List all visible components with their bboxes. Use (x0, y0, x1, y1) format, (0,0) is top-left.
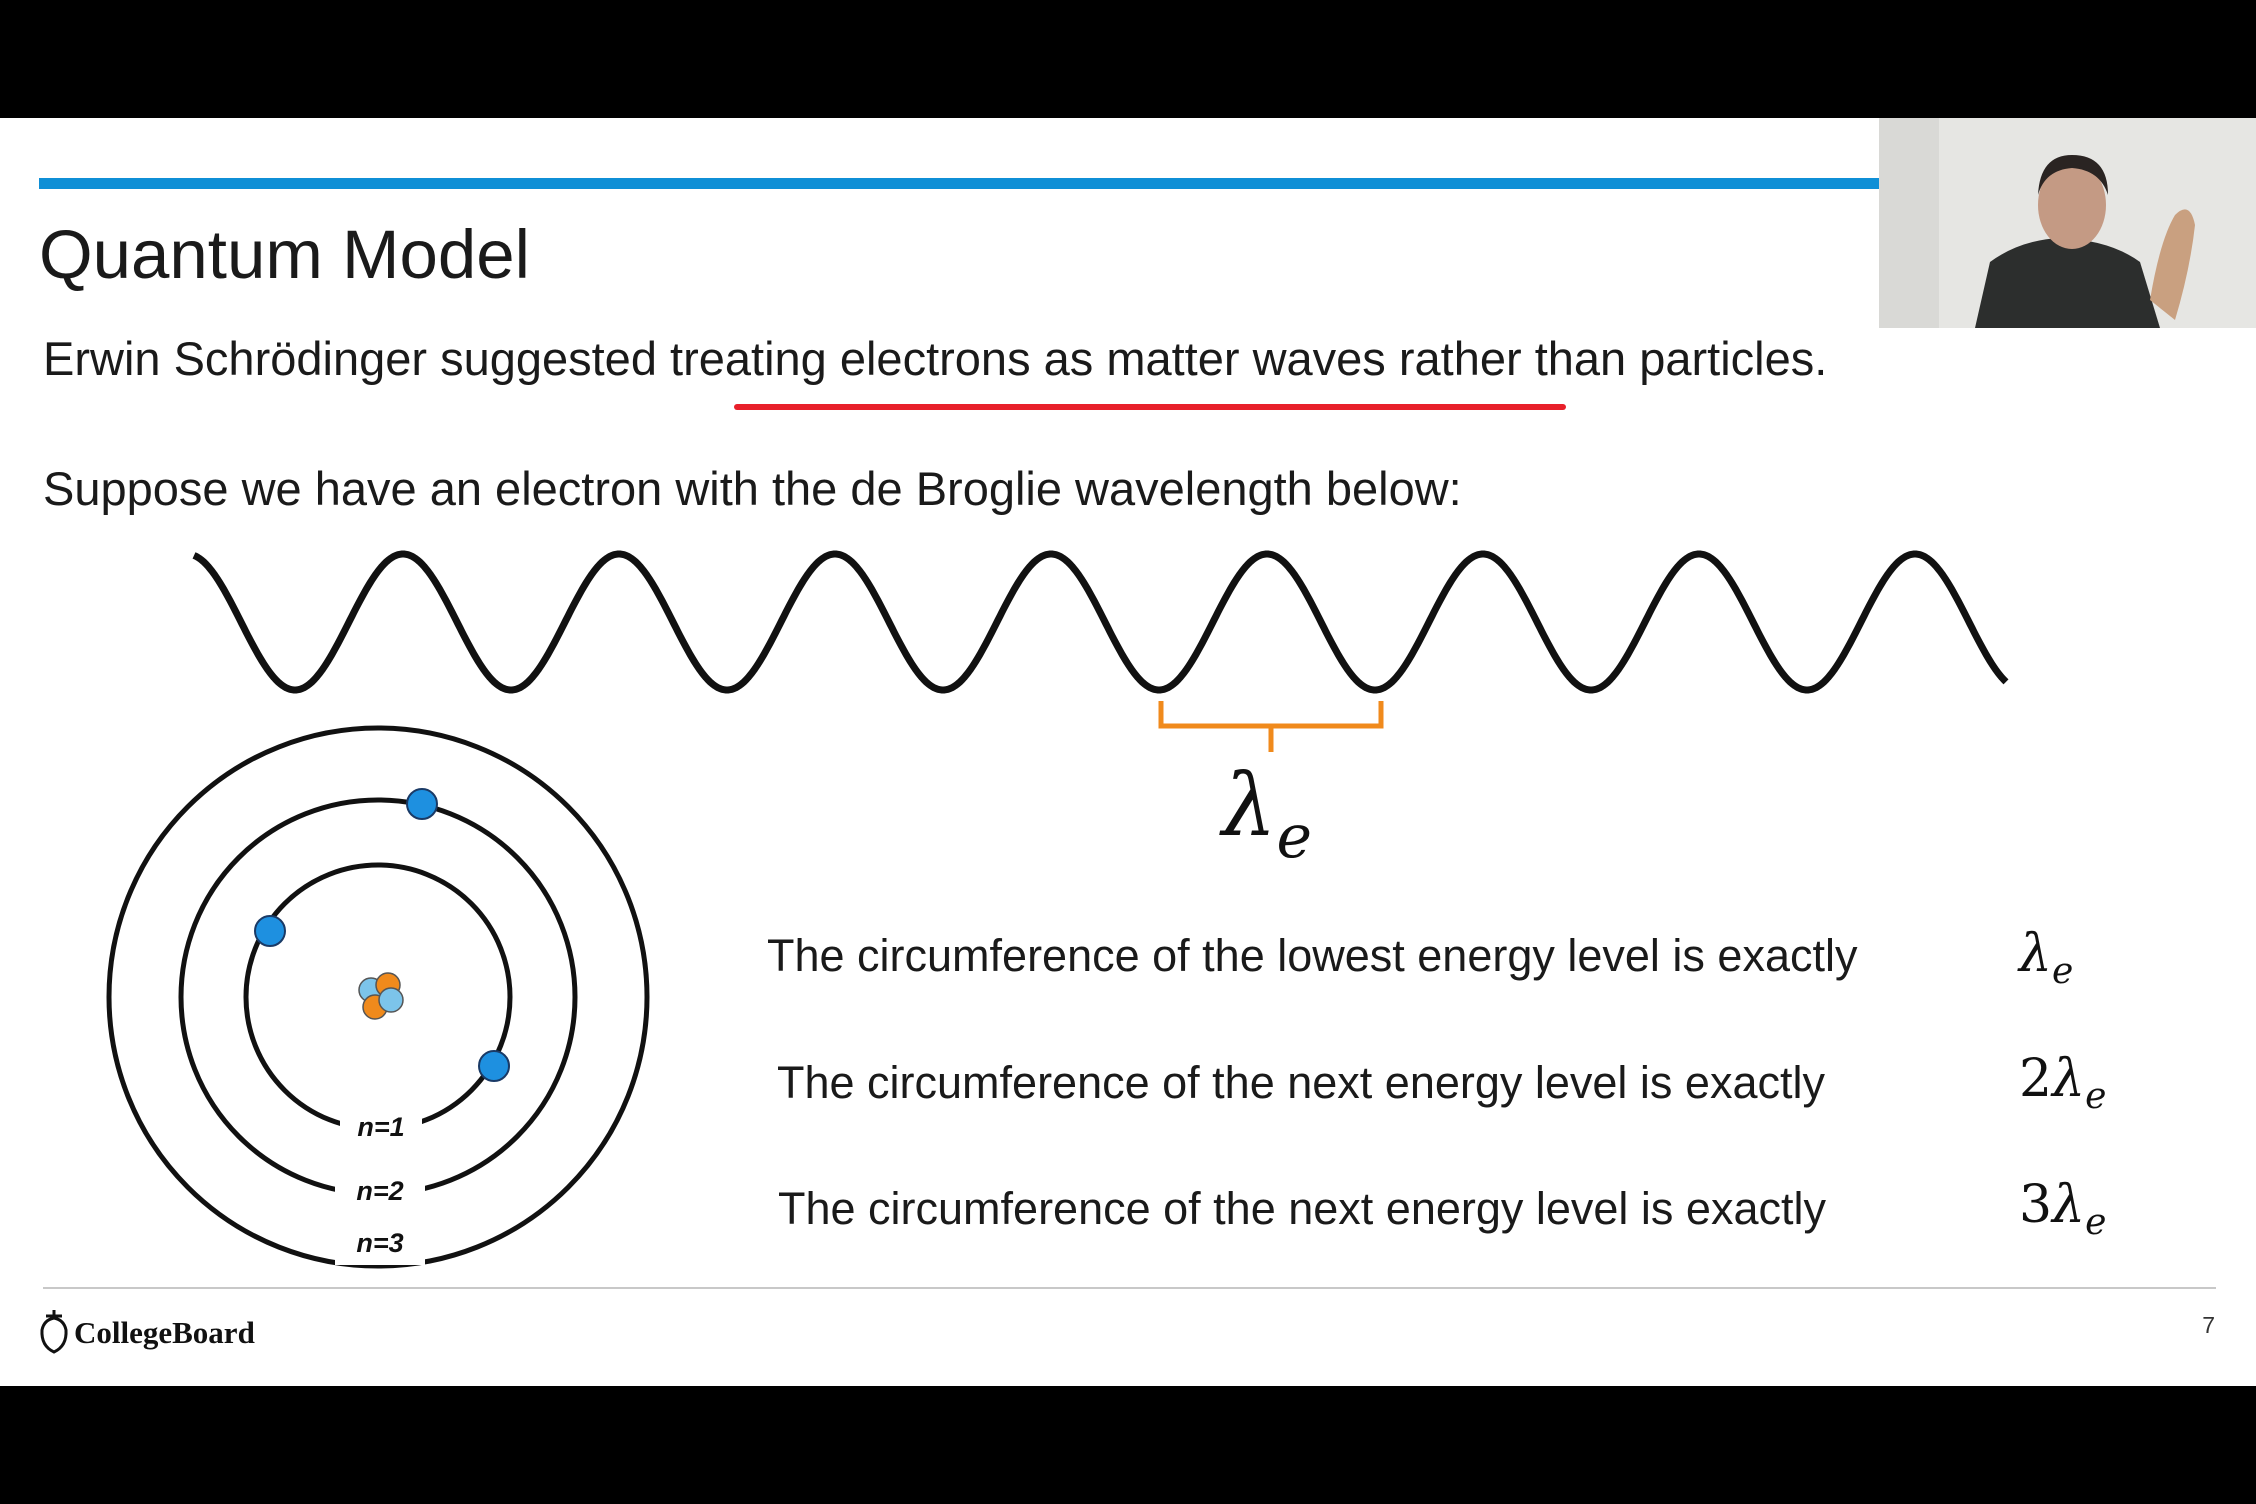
orbit-label: n=1 (357, 1112, 404, 1142)
coefficient: 3 (2019, 1175, 2052, 1235)
lambda-subscript: e (1277, 802, 1313, 872)
statement: The circumference of the next energy lev… (777, 1057, 1825, 1108)
lambda-subscript: e (2085, 1076, 2106, 1117)
statement-symbol: 2λe (2019, 1049, 2106, 1117)
atom-diagram (106, 725, 650, 1269)
lambda: λ (2017, 924, 2052, 984)
intro-after: rather than particles. (1386, 332, 1828, 385)
matter-wave (192, 550, 2009, 694)
logo-icon (40, 1310, 68, 1354)
nucleus (358, 972, 404, 1020)
lambda: λ (1219, 756, 1277, 856)
intro-text: Erwin Schrödinger suggested treating ele… (43, 332, 1827, 385)
lambda: λ (2050, 1049, 2085, 1109)
prompt-text: Suppose we have an electron with the de … (43, 462, 1462, 515)
intro-underlined: treating electrons as matter waves (670, 332, 1386, 385)
coefficient: 2 (2019, 1049, 2052, 1109)
electrons (254, 788, 510, 1082)
slide-title: Quantum Model (39, 216, 530, 293)
statement-symbol: λe (2017, 924, 2073, 992)
lambda-subscript: e (2052, 951, 2073, 992)
statement: The circumference of the next energy lev… (778, 1183, 1826, 1234)
orbit-label: n=2 (356, 1176, 403, 1206)
lambda-subscript: e (2085, 1202, 2106, 1243)
orbit-label: n=3 (356, 1228, 403, 1258)
statement-symbol: 3λe (2019, 1175, 2106, 1243)
intro-before: Erwin Schrödinger suggested (43, 332, 670, 385)
wavelength-label: λe (1219, 756, 1312, 872)
header-rule (39, 178, 1879, 189)
logo-text: CollegeBoard (74, 1315, 255, 1350)
page-number: 7 (2202, 1312, 2215, 1338)
webcam (1879, 118, 2256, 328)
lambda: λ (2050, 1175, 2085, 1235)
statement: The circumference of the lowest energy l… (767, 930, 1858, 981)
wavelength-bracket (1158, 701, 1384, 752)
